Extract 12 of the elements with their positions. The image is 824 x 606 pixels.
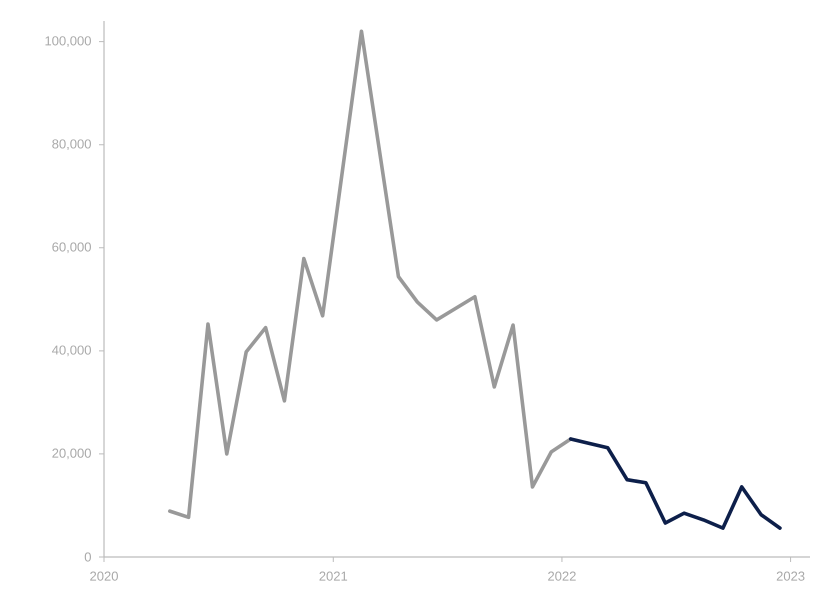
y-tick-label: 0 xyxy=(84,552,91,562)
x-tick-label: 2020 xyxy=(90,572,118,581)
x-tick-label: 2022 xyxy=(548,572,576,581)
line-series xyxy=(568,437,782,530)
x-tick-label: 2023 xyxy=(776,572,804,581)
y-tick-label: 20,000 xyxy=(52,448,91,460)
y-tick-label: 80,000 xyxy=(52,139,91,150)
y-tick-label: 100,000 xyxy=(45,36,91,47)
y-tick-label: 60,000 xyxy=(52,242,91,254)
x-tick-label: 2021 xyxy=(319,572,348,581)
line-series xyxy=(168,30,573,520)
y-tick-label: 40,000 xyxy=(52,345,91,356)
